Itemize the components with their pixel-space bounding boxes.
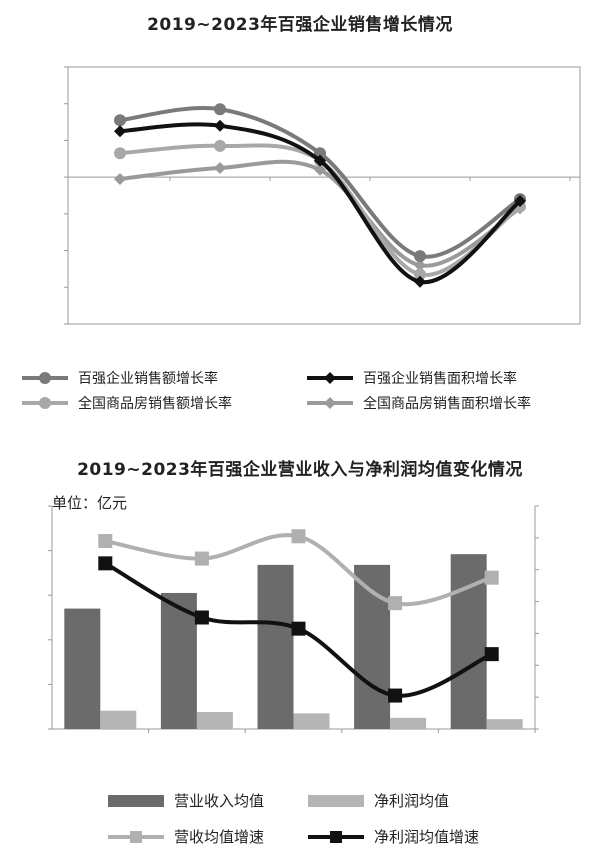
line-series-1-point — [388, 688, 403, 703]
legend-swatch — [308, 830, 364, 843]
unit-label: 单位：亿元 — [52, 494, 128, 512]
bar-0-1 — [160, 592, 197, 729]
legend-swatch — [108, 794, 164, 807]
legend-label: 净利润均值 — [374, 792, 450, 810]
series-3 — [114, 159, 526, 272]
bar-1-1 — [196, 712, 233, 729]
line-series-1-point — [98, 556, 113, 571]
chart-2-title: 2019~2023年百强企业营业收入与净利润均值变化情况 — [77, 460, 523, 480]
series-2-point — [114, 147, 126, 160]
line-series-0-point — [484, 570, 499, 585]
bar-1-4 — [486, 719, 523, 729]
legend-swatch-marker — [39, 397, 51, 409]
series-1-line — [119, 122, 522, 284]
series-3-point — [414, 259, 426, 272]
line-series-0-point — [291, 529, 306, 544]
series-1 — [114, 119, 526, 288]
series-2-point — [214, 139, 226, 152]
legend-swatch — [22, 397, 68, 409]
line-series-1-path — [104, 561, 493, 698]
line-series-0-path — [104, 533, 493, 607]
legend-label: 净利润均值增速 — [374, 828, 480, 846]
legend-swatch — [308, 794, 364, 807]
line-series-0-point — [98, 534, 113, 549]
legend-swatch — [307, 372, 353, 384]
legend-swatch-bar — [308, 794, 364, 807]
legend-label: 百强企业销售面积增长率 — [363, 371, 517, 387]
series-3-point — [114, 172, 126, 185]
legend-swatch-bar — [108, 794, 164, 807]
series-3-point — [314, 163, 326, 176]
series-0-point — [214, 103, 226, 116]
bar-1-0 — [100, 710, 137, 729]
legend-item: 净利润均值增速 — [308, 826, 479, 847]
series-1-point — [314, 154, 326, 167]
series-3-line — [119, 159, 522, 268]
legend-item: 百强企业销售额增长率 — [20, 368, 218, 388]
legend-swatch-marker — [324, 372, 336, 384]
legend-swatch-marker — [39, 372, 51, 384]
series-1-point — [514, 195, 526, 208]
bar-series-1 — [100, 710, 523, 729]
line-series-1-point — [291, 621, 306, 636]
line-series-1-point — [194, 610, 209, 625]
bar-1-2 — [293, 713, 330, 729]
legend-item: 全国商品房销售额增长率 — [20, 393, 232, 413]
series-0-line — [119, 106, 522, 259]
series-2-point — [414, 268, 426, 281]
series-1-point — [214, 119, 226, 132]
legend-label: 全国商品房销售额增长率 — [78, 396, 232, 412]
series-1-point — [414, 275, 426, 288]
chart-1 — [64, 66, 581, 325]
legend-item: 营收均值增速 — [108, 826, 264, 847]
bar-0-3 — [354, 564, 391, 729]
legend-swatch-marker — [330, 830, 342, 843]
legend-swatch — [22, 372, 68, 384]
bar-series-0 — [64, 554, 487, 729]
legend-item: 全国商品房销售面积增长率 — [305, 393, 531, 413]
legend-swatch — [307, 397, 353, 409]
legend-swatch-marker — [130, 830, 142, 843]
series-1-point — [114, 125, 126, 138]
legend-item: 净利润均值 — [308, 790, 449, 811]
line-series-0 — [98, 529, 499, 611]
line-series-1-point — [484, 647, 499, 662]
legend-item: 百强企业销售面积增长率 — [305, 368, 517, 388]
bar-1-3 — [390, 717, 427, 729]
series-0-point — [114, 114, 126, 127]
series-3-point — [214, 161, 226, 174]
legend-label: 营业收入均值 — [174, 792, 265, 810]
legend-label: 百强企业销售额增长率 — [78, 371, 218, 387]
chart-1-title: 2019~2023年百强企业销售增长情况 — [147, 15, 453, 35]
line-series-0-point — [388, 596, 403, 611]
bar-0-0 — [64, 608, 101, 729]
legend-item: 营业收入均值 — [108, 790, 264, 811]
series-0-point — [414, 250, 426, 263]
bar-0-4 — [450, 554, 487, 729]
line-series-0-point — [194, 551, 209, 566]
bar-0-2 — [257, 564, 294, 729]
plot-area — [67, 66, 581, 325]
legend-label: 营收均值增速 — [174, 828, 265, 846]
legend-swatch-marker — [324, 397, 336, 409]
legend-swatch — [108, 830, 164, 843]
line-series-1 — [98, 556, 499, 703]
legend-label: 全国商品房销售面积增长率 — [363, 396, 531, 412]
